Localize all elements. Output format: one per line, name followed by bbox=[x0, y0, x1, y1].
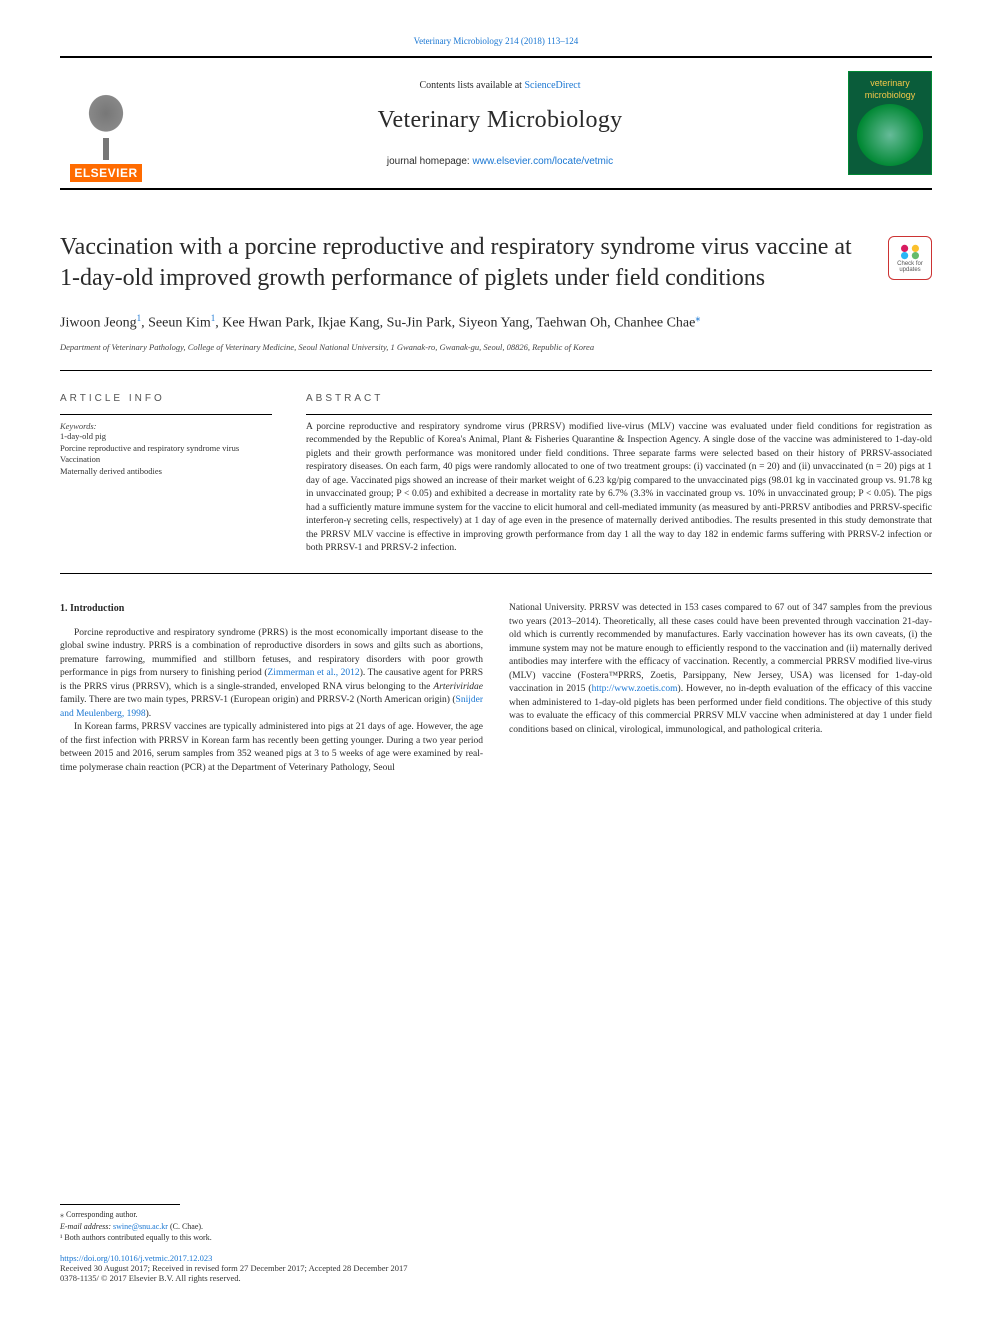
citation-link[interactable]: Zimmerman et al., 2012 bbox=[268, 668, 360, 678]
section-heading: 1. Introduction bbox=[60, 602, 483, 616]
equal-contribution-note: ¹ Both authors contributed equally to th… bbox=[60, 1232, 932, 1243]
cover-art-icon bbox=[857, 104, 924, 166]
email-link[interactable]: swine@snu.ac.kr bbox=[113, 1222, 168, 1231]
cover-line2: microbiology bbox=[865, 90, 916, 100]
doi-link[interactable]: https://doi.org/10.1016/j.vetmic.2017.12… bbox=[60, 1253, 932, 1263]
copyright-line: 0378-1135/ © 2017 Elsevier B.V. All righ… bbox=[60, 1273, 932, 1283]
crossmark-label-bottom: updates bbox=[899, 267, 920, 273]
info-rule bbox=[60, 414, 272, 415]
external-link[interactable]: http://www.zoetis.com bbox=[592, 684, 678, 694]
body-paragraph: National University. PRRSV was detected … bbox=[509, 602, 932, 737]
keywords-label: Keywords: bbox=[60, 421, 272, 431]
journal-title: Veterinary Microbiology bbox=[152, 107, 848, 134]
keywords-list: 1-day-old pigPorcine reproductive and re… bbox=[60, 431, 272, 479]
footnotes-block: ⁎ Corresponding author. E-mail address: … bbox=[60, 1204, 932, 1283]
footnote-rule bbox=[60, 1204, 180, 1205]
body-col-left: 1. Introduction Porcine reproductive and… bbox=[60, 602, 483, 775]
abstract-heading: ABSTRACT bbox=[306, 393, 932, 404]
article-info-column: ARTICLE INFO Keywords: 1-day-old pigPorc… bbox=[60, 393, 272, 556]
running-head: Veterinary Microbiology 214 (2018) 113–1… bbox=[60, 36, 932, 46]
cover-line1: veterinary bbox=[870, 78, 910, 88]
journal-cover-thumb: veterinary microbiology bbox=[848, 71, 932, 175]
sciencedirect-link[interactable]: ScienceDirect bbox=[524, 80, 580, 91]
abstract-text: A porcine reproductive and respiratory s… bbox=[306, 421, 932, 556]
corresponding-author-note: ⁎ Corresponding author. bbox=[60, 1209, 932, 1220]
affiliation: Department of Veterinary Pathology, Coll… bbox=[60, 342, 932, 352]
mid-rule bbox=[60, 370, 932, 371]
contents-line: Contents lists available at ScienceDirec… bbox=[152, 80, 848, 91]
homepage-prefix: journal homepage: bbox=[387, 156, 473, 167]
contents-prefix: Contents lists available at bbox=[419, 80, 524, 91]
crossmark-icon bbox=[899, 243, 921, 261]
publisher-name: ELSEVIER bbox=[70, 164, 141, 182]
email-line: E-mail address: swine@snu.ac.kr (C. Chae… bbox=[60, 1221, 932, 1232]
abstract-column: ABSTRACT A porcine reproductive and resp… bbox=[306, 393, 932, 556]
article-title: Vaccination with a porcine reproductive … bbox=[60, 232, 868, 294]
bottom-rule bbox=[60, 573, 932, 574]
dates-line: Received 30 August 2017; Received in rev… bbox=[60, 1263, 932, 1273]
authors-line: Jiwoon Jeong1, Seeun Kim1, Kee Hwan Park… bbox=[60, 312, 932, 333]
homepage-url[interactable]: www.elsevier.com/locate/vetmic bbox=[473, 156, 614, 167]
body-paragraph: In Korean farms, PRRSV vaccines are typi… bbox=[60, 721, 483, 775]
header-center: Contents lists available at ScienceDirec… bbox=[152, 80, 848, 167]
abstract-rule bbox=[306, 414, 932, 415]
crossmark-badge[interactable]: Check for updates bbox=[888, 236, 932, 280]
body-columns: 1. Introduction Porcine reproductive and… bbox=[60, 602, 932, 775]
tree-icon bbox=[76, 86, 136, 164]
body-paragraph: Porcine reproductive and respiratory syn… bbox=[60, 627, 483, 721]
body-col-right: National University. PRRSV was detected … bbox=[509, 602, 932, 775]
homepage-line: journal homepage: www.elsevier.com/locat… bbox=[152, 156, 848, 167]
article-info-heading: ARTICLE INFO bbox=[60, 393, 272, 404]
publisher-logo: ELSEVIER bbox=[60, 58, 152, 188]
journal-header-band: ELSEVIER Contents lists available at Sci… bbox=[60, 58, 932, 190]
